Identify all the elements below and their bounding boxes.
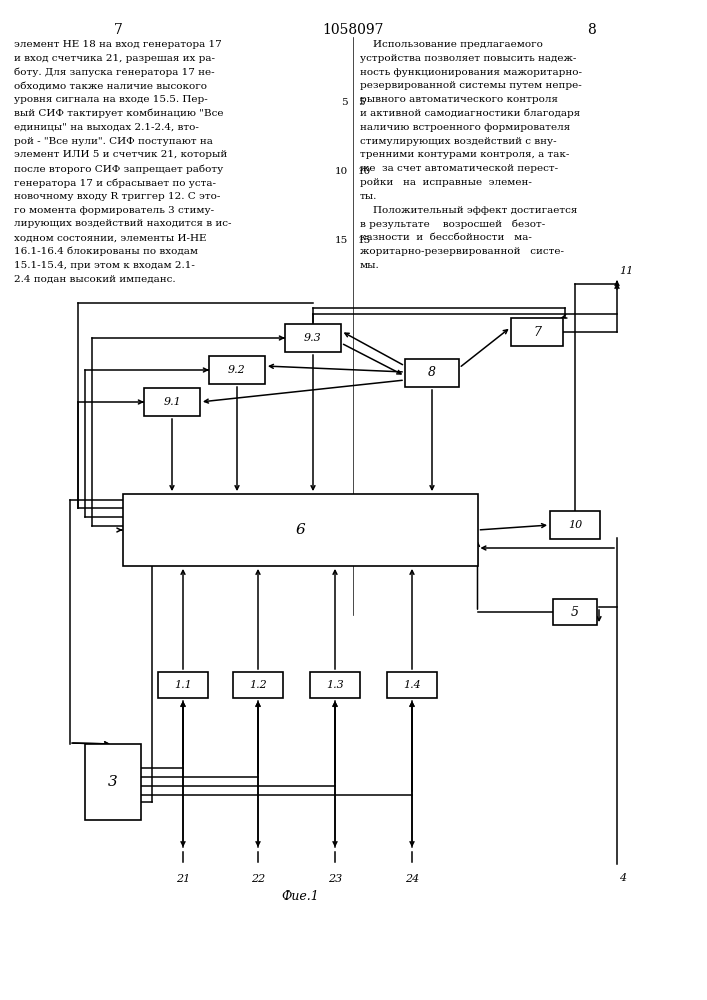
- Text: в результате    возросшей   безот-: в результате возросшей безот-: [360, 219, 545, 229]
- Text: и активной самодиагностики благодаря: и активной самодиагностики благодаря: [360, 109, 580, 118]
- Text: стимулирующих воздействий с вну-: стимулирующих воздействий с вну-: [360, 137, 556, 146]
- Text: Использование предлагаемого: Использование предлагаемого: [360, 40, 543, 49]
- Text: 6: 6: [295, 523, 305, 537]
- Bar: [553, 599, 597, 625]
- Text: 1.4: 1.4: [403, 680, 421, 690]
- Text: 11: 11: [619, 266, 633, 276]
- Bar: [511, 318, 563, 346]
- Text: 5: 5: [341, 98, 348, 107]
- Text: 23: 23: [328, 874, 342, 884]
- Bar: [285, 324, 341, 352]
- Text: наличию встроенного формирователя: наличию встроенного формирователя: [360, 123, 571, 132]
- Text: 1.3: 1.3: [326, 680, 344, 690]
- Text: казности  и  бессбойности   ма-: казности и бессбойности ма-: [360, 233, 532, 242]
- Text: резервированной системы путем непре-: резервированной системы путем непре-: [360, 81, 582, 90]
- Bar: [85, 744, 141, 820]
- Text: новочному входу R триггер 12. С это-: новочному входу R триггер 12. С это-: [14, 192, 221, 201]
- Text: 8: 8: [588, 23, 597, 37]
- Text: 3: 3: [108, 775, 118, 789]
- Text: 24: 24: [405, 874, 419, 884]
- Text: 1058097: 1058097: [322, 23, 384, 37]
- Text: 10: 10: [568, 520, 582, 530]
- Text: 7: 7: [114, 23, 122, 37]
- Text: жоритарно-резервированной   систе-: жоритарно-резервированной систе-: [360, 247, 564, 256]
- Text: 10: 10: [334, 167, 348, 176]
- Text: ты.: ты.: [360, 192, 378, 201]
- Text: боту. Для запуска генератора 17 не-: боту. Для запуска генератора 17 не-: [14, 68, 215, 77]
- Text: устройства позволяет повысить надеж-: устройства позволяет повысить надеж-: [360, 54, 576, 63]
- Text: 15: 15: [358, 236, 371, 245]
- Bar: [387, 672, 437, 698]
- Text: тренними контурами контроля, а так-: тренними контурами контроля, а так-: [360, 150, 569, 159]
- Text: 2.4 подан высокий импеданс.: 2.4 подан высокий импеданс.: [14, 275, 175, 284]
- Text: 15: 15: [334, 236, 348, 245]
- Text: обходимо также наличие высокого: обходимо также наличие высокого: [14, 81, 207, 90]
- Text: рывного автоматического контроля: рывного автоматического контроля: [360, 95, 558, 104]
- Bar: [550, 511, 600, 539]
- Text: 10: 10: [358, 167, 371, 176]
- Text: ройки   на  исправные  элемен-: ройки на исправные элемен-: [360, 178, 532, 187]
- Bar: [233, 672, 283, 698]
- Text: 22: 22: [251, 874, 265, 884]
- Text: генератора 17 и сбрасывает по уста-: генератора 17 и сбрасывает по уста-: [14, 178, 216, 188]
- Bar: [310, 672, 360, 698]
- Text: единицы" на выходах 2.1-2.4, вто-: единицы" на выходах 2.1-2.4, вто-: [14, 123, 199, 132]
- Text: рой - "Все нули". СИФ поступают на: рой - "Все нули". СИФ поступают на: [14, 137, 213, 146]
- Text: го момента формирователь 3 стиму-: го момента формирователь 3 стиму-: [14, 206, 214, 215]
- Text: лирующих воздействий находится в ис-: лирующих воздействий находится в ис-: [14, 219, 231, 228]
- Text: 9.3: 9.3: [304, 333, 322, 343]
- Bar: [405, 359, 459, 387]
- Text: 15.1-15.4, при этом к входам 2.1-: 15.1-15.4, при этом к входам 2.1-: [14, 261, 195, 270]
- Bar: [158, 672, 208, 698]
- Bar: [122, 494, 477, 566]
- Text: уровня сигнала на входе 15.5. Пер-: уровня сигнала на входе 15.5. Пер-: [14, 95, 208, 104]
- Bar: [209, 356, 265, 384]
- Text: и вход счетчика 21, разрешая их ра-: и вход счетчика 21, разрешая их ра-: [14, 54, 215, 63]
- Text: элемент ИЛИ 5 и счетчик 21, который: элемент ИЛИ 5 и счетчик 21, который: [14, 150, 227, 159]
- Text: мы.: мы.: [360, 261, 380, 270]
- Bar: [144, 388, 200, 416]
- Text: вый СИФ тактирует комбинацию "Все: вый СИФ тактирует комбинацию "Все: [14, 109, 223, 118]
- Text: 1.1: 1.1: [174, 680, 192, 690]
- Text: 4: 4: [619, 873, 626, 883]
- Text: Фие.1: Фие.1: [281, 890, 319, 904]
- Text: 5: 5: [571, 605, 579, 618]
- Text: 1.2: 1.2: [249, 680, 267, 690]
- Text: элемент НЕ 18 на вход генератора 17: элемент НЕ 18 на вход генератора 17: [14, 40, 222, 49]
- Text: 9.1: 9.1: [163, 397, 181, 407]
- Text: 16.1-16.4 блокированы по входам: 16.1-16.4 блокированы по входам: [14, 247, 198, 256]
- Text: Положительный эффект достигается: Положительный эффект достигается: [360, 206, 578, 215]
- Text: 8: 8: [428, 366, 436, 379]
- Text: 9.2: 9.2: [228, 365, 246, 375]
- Text: 7: 7: [533, 326, 541, 338]
- Text: ность функционирования мажоритарно-: ность функционирования мажоритарно-: [360, 68, 582, 77]
- Text: 21: 21: [176, 874, 190, 884]
- Text: 5: 5: [358, 98, 365, 107]
- Text: после второго СИФ запрещает работу: после второго СИФ запрещает работу: [14, 164, 223, 174]
- Text: же  за счет автоматической перест-: же за счет автоматической перест-: [360, 164, 558, 173]
- Text: ходном состоянии, элементы И-НЕ: ходном состоянии, элементы И-НЕ: [14, 233, 206, 242]
